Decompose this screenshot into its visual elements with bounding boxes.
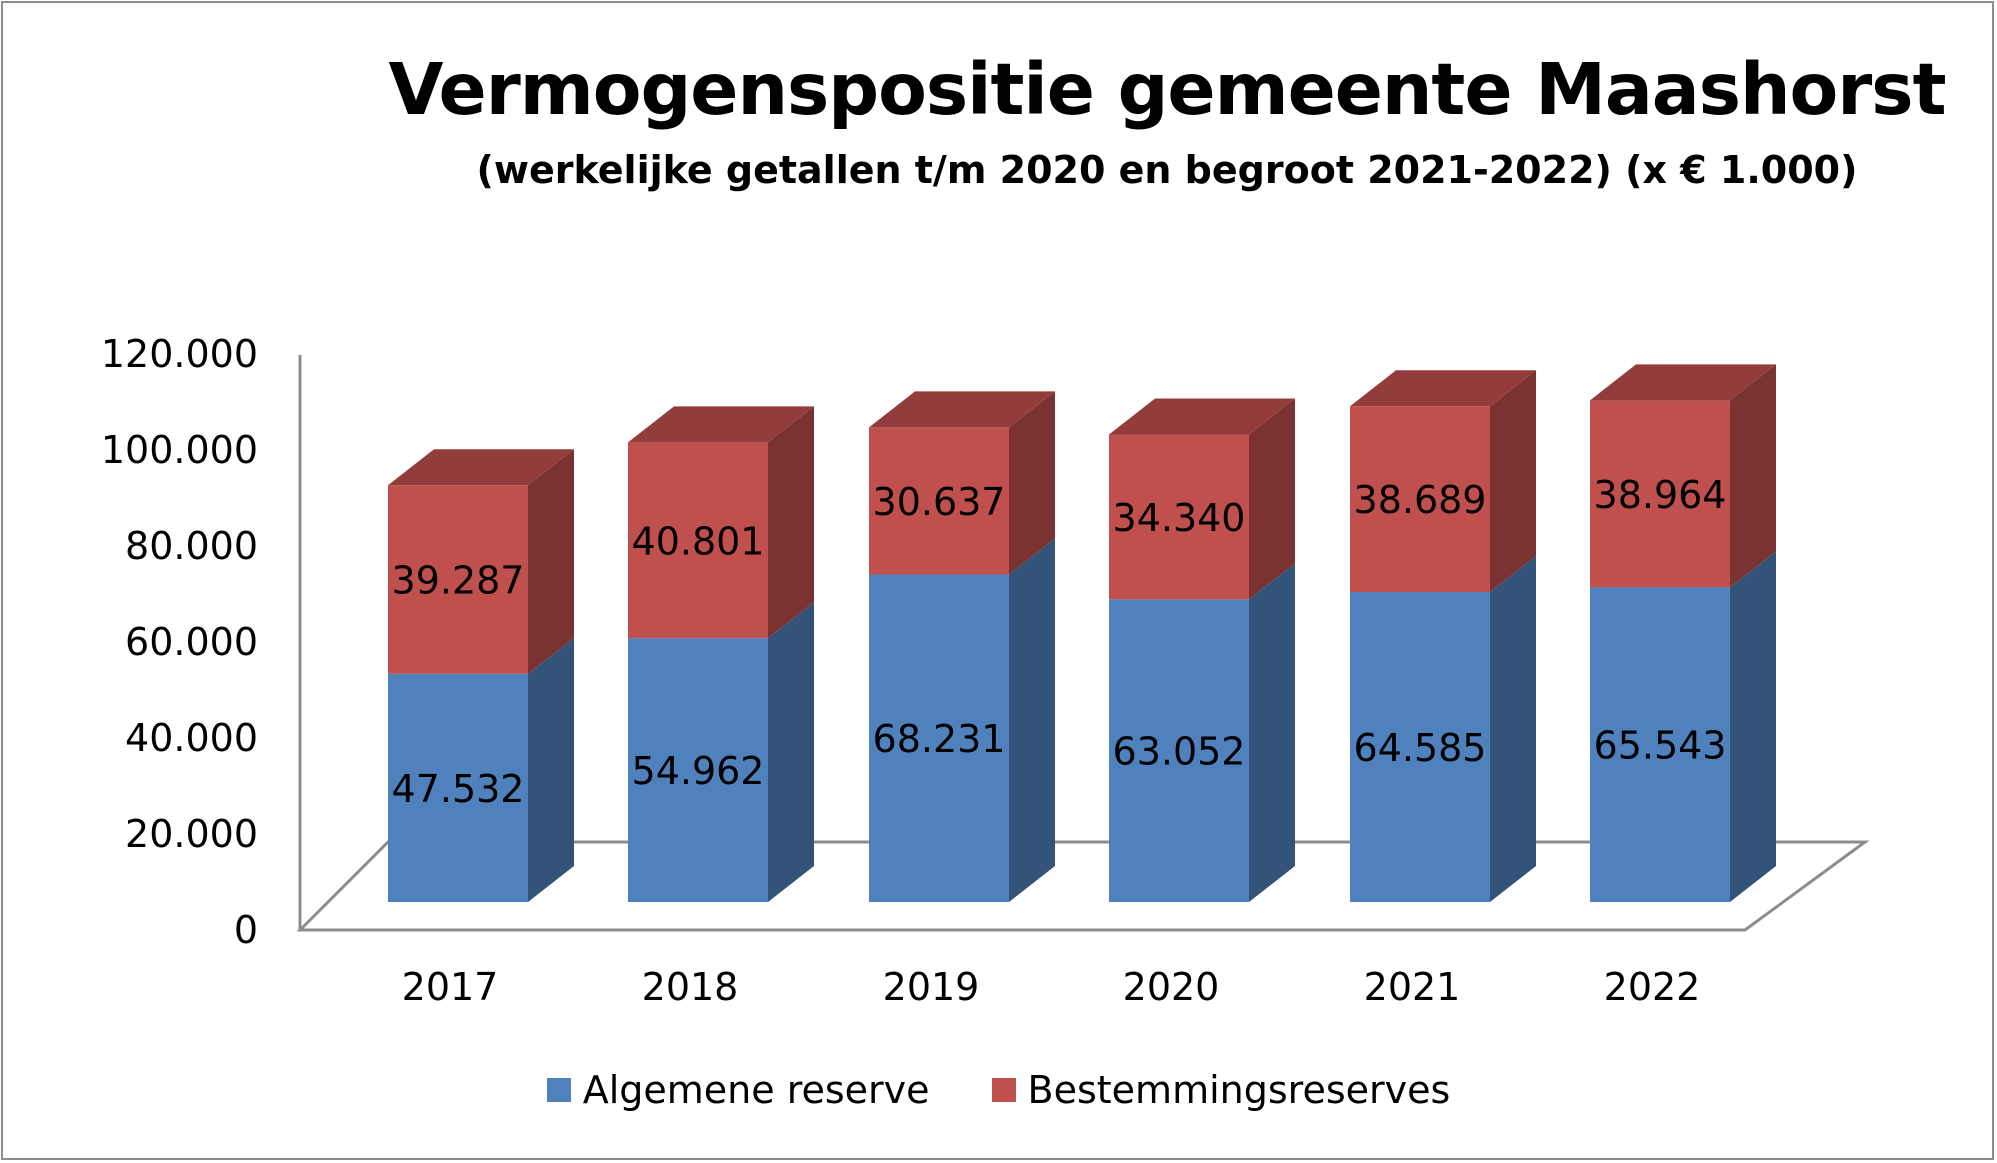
x-tick-label-2021: 2021 [1364, 965, 1461, 1009]
y-tick-label: 100.000 [101, 428, 258, 472]
bar-top-bestemmingsreserves-2020 [1109, 398, 1295, 435]
data-label-algemene-reserve-2021: 64.585 [1354, 726, 1487, 770]
legend-swatch-algemene-reserve [546, 1078, 571, 1102]
chart-subtitle: (werkelijke getallen t/m 2020 en begroot… [476, 148, 1858, 192]
y-tick-label: 40.000 [125, 716, 258, 760]
data-label-bestemmingsreserves-2019: 30.637 [873, 480, 1006, 524]
bar-side-bestemmingsreserves-2020 [1249, 398, 1295, 600]
data-label-algemene-reserve-2022: 65.543 [1594, 724, 1727, 768]
bar-bestemmingsreserves-2019 [869, 427, 1009, 575]
bar-algemene-reserve-2017 [388, 673, 528, 902]
legend-label-bestemmingsreserves: Bestemmingsreserves [1027, 1068, 1451, 1112]
legend-item-algemene-reserve: Algemene reserve [546, 1068, 930, 1112]
bar-side-algemene-reserve-2020 [1249, 563, 1295, 902]
bar-side-bestemmingsreserves-2022 [1730, 364, 1776, 588]
data-label-bestemmingsreserves-2021: 38.689 [1354, 478, 1487, 522]
data-label-algemene-reserve-2017: 47.532 [392, 767, 525, 811]
legend-label-algemene-reserve: Algemene reserve [582, 1068, 930, 1112]
bar-algemene-reserve-2022 [1590, 587, 1730, 902]
y-tick-label: 120.000 [101, 332, 258, 376]
data-label-algemene-reserve-2019: 68.231 [873, 717, 1006, 761]
bar-top-bestemmingsreserves-2017 [388, 449, 574, 486]
x-tick-label-2022: 2022 [1604, 965, 1701, 1009]
data-label-bestemmingsreserves-2022: 38.964 [1594, 473, 1727, 517]
bar-side-bestemmingsreserves-2018 [768, 406, 814, 639]
bar-side-bestemmingsreserves-2021 [1490, 370, 1536, 592]
x-tick-label-2018: 2018 [642, 965, 739, 1009]
bar-side-bestemmingsreserves-2017 [528, 449, 574, 674]
bar-top-bestemmingsreserves-2018 [628, 406, 814, 443]
bar-algemene-reserve-2020 [1109, 599, 1249, 902]
bar-algemene-reserve-2018 [628, 638, 768, 902]
legend-swatch-bestemmingsreserves [991, 1078, 1016, 1102]
bar-side-algemene-reserve-2017 [528, 637, 574, 902]
bar-bestemmingsreserves-2020 [1109, 434, 1249, 600]
bar-top-bestemmingsreserves-2022 [1590, 364, 1776, 401]
y-tick-label: 80.000 [125, 524, 258, 568]
bar-side-algemene-reserve-2021 [1490, 555, 1536, 902]
bar-side-algemene-reserve-2022 [1730, 551, 1776, 902]
bar-side-algemene-reserve-2018 [768, 602, 814, 902]
bar-bestemmingsreserves-2017 [388, 485, 528, 674]
data-label-algemene-reserve-2020: 63.052 [1113, 730, 1246, 774]
x-tick-label-2020: 2020 [1123, 965, 1220, 1009]
chart-legend: Algemene reserve Bestemmingsreserves [0, 1068, 1997, 1112]
bar-bestemmingsreserves-2018 [628, 442, 768, 639]
data-label-algemene-reserve-2018: 54.962 [632, 749, 765, 793]
y-tick-label: 60.000 [125, 620, 258, 664]
chart-title: Vermogenspositie gemeente Maashorst [388, 48, 1946, 131]
bar-bestemmingsreserves-2021 [1350, 406, 1490, 592]
chart-floor [296, 840, 1870, 932]
bar-algemene-reserve-2019 [869, 574, 1009, 902]
y-tick-label: 20.000 [125, 812, 258, 856]
data-label-bestemmingsreserves-2018: 40.801 [632, 519, 765, 563]
x-tick-label-2019: 2019 [883, 965, 980, 1009]
legend-item-bestemmingsreserves: Bestemmingsreserves [991, 1068, 1451, 1112]
data-label-bestemmingsreserves-2017: 39.287 [392, 559, 525, 603]
bar-top-bestemmingsreserves-2021 [1350, 370, 1536, 407]
bar-side-bestemmingsreserves-2019 [1009, 391, 1055, 575]
bar-bestemmingsreserves-2022 [1590, 400, 1730, 588]
data-label-bestemmingsreserves-2020: 34.340 [1113, 496, 1246, 540]
bar-side-algemene-reserve-2019 [1009, 538, 1055, 902]
bar-algemene-reserve-2021 [1350, 591, 1490, 902]
x-tick-label-2017: 2017 [402, 965, 499, 1009]
y-tick-label: 0 [234, 908, 258, 952]
bar-top-bestemmingsreserves-2019 [869, 391, 1055, 428]
